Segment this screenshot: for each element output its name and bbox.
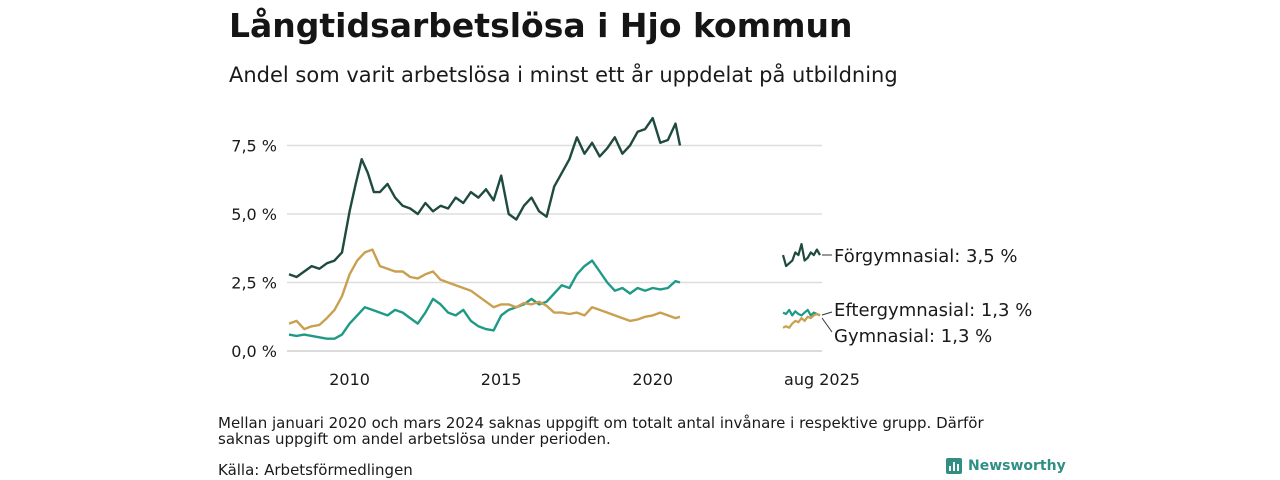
series-lines: [288, 116, 682, 340]
chart-subtitle: Andel som varit arbetslösa i minst ett å…: [229, 63, 898, 87]
x-tick-label: 2015: [481, 370, 522, 389]
brand-logo: Newsworthy: [946, 458, 1066, 474]
series-end-label-forgymnasial: Förgymnasial: 3,5 %: [834, 246, 1018, 267]
x-axis-ticks: 2010 2015 2020: [329, 370, 673, 389]
x-tick-label: 2010: [329, 370, 370, 389]
series-end-label-gymnasial: Gymnasial: 1,3 %: [834, 326, 992, 347]
x-tick-label: 2020: [632, 370, 673, 389]
series-line-eftergymnasial: [288, 259, 681, 340]
y-tick-label: 0,0 %: [231, 342, 277, 361]
series-line-forgymnasial: [288, 116, 682, 279]
latest-line-gymnasial: [782, 312, 821, 329]
y-tick-label: 7,5 %: [231, 137, 277, 156]
latest-period-label: aug 2025: [784, 370, 860, 389]
series-line-gymnasial: [288, 248, 681, 331]
source-text: Källa: Arbetsförmedlingen: [218, 461, 413, 479]
series-end-labels: Förgymnasial: 3,5 % Eftergymnasial: 1,3 %…: [821, 246, 1032, 347]
bar-chart-icon: [946, 458, 962, 474]
series-end-label-eftergymnasial: Eftergymnasial: 1,3 %: [834, 300, 1032, 321]
footnote: Mellan januari 2020 och mars 2024 saknas…: [218, 414, 984, 448]
y-tick-label: 2,5 %: [231, 274, 277, 293]
latest-line-forgymnasial: [781, 243, 821, 268]
latest-period-lines: [781, 243, 821, 329]
latest-line-eftergymnasial: [782, 308, 821, 317]
label-leader: [821, 317, 833, 333]
brand-name: Newsworthy: [968, 458, 1066, 474]
chart-title: Långtidsarbetslösa i Hjo kommun: [229, 6, 853, 45]
y-axis-ticks: 0,0 % 2,5 % 5,0 % 7,5 %: [231, 137, 277, 362]
gridlines: [287, 144, 822, 352]
y-tick-label: 5,0 %: [231, 205, 277, 224]
label-leader: [821, 311, 833, 316]
